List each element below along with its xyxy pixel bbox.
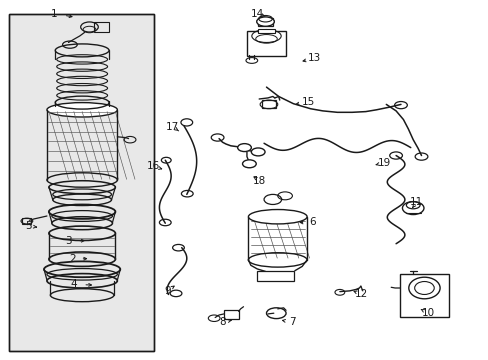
Ellipse shape <box>47 103 117 117</box>
Bar <box>9 14 154 351</box>
Bar <box>258 29 274 33</box>
Text: 19: 19 <box>377 158 390 168</box>
Text: 6: 6 <box>309 217 316 228</box>
Text: 2: 2 <box>69 254 76 264</box>
Ellipse shape <box>237 144 251 152</box>
Bar <box>258 18 272 26</box>
Text: 4: 4 <box>70 279 77 289</box>
Ellipse shape <box>256 17 274 26</box>
Ellipse shape <box>181 119 192 126</box>
Bar <box>246 31 285 56</box>
Bar <box>224 310 238 319</box>
Text: 13: 13 <box>307 53 321 63</box>
Ellipse shape <box>402 202 423 215</box>
Text: 16: 16 <box>146 161 160 171</box>
Text: 14: 14 <box>250 9 264 19</box>
Text: 3: 3 <box>65 236 72 246</box>
Text: 18: 18 <box>252 176 265 186</box>
Text: 8: 8 <box>219 317 225 327</box>
Bar <box>399 274 448 317</box>
Bar <box>261 100 276 108</box>
Ellipse shape <box>242 160 256 168</box>
Text: 11: 11 <box>409 197 423 207</box>
Text: 1: 1 <box>50 9 57 19</box>
Bar <box>94 22 109 32</box>
Text: 12: 12 <box>354 289 368 300</box>
Ellipse shape <box>248 210 306 224</box>
Bar <box>257 271 293 281</box>
Bar <box>9 14 154 351</box>
Text: 10: 10 <box>421 308 434 318</box>
Text: 15: 15 <box>301 96 314 107</box>
Bar <box>22 218 31 224</box>
Ellipse shape <box>264 194 281 204</box>
Text: 9: 9 <box>163 286 170 296</box>
Text: 5: 5 <box>25 221 32 231</box>
Text: 17: 17 <box>165 122 179 132</box>
Ellipse shape <box>266 308 285 319</box>
Ellipse shape <box>251 148 264 156</box>
Text: 7: 7 <box>288 317 295 327</box>
